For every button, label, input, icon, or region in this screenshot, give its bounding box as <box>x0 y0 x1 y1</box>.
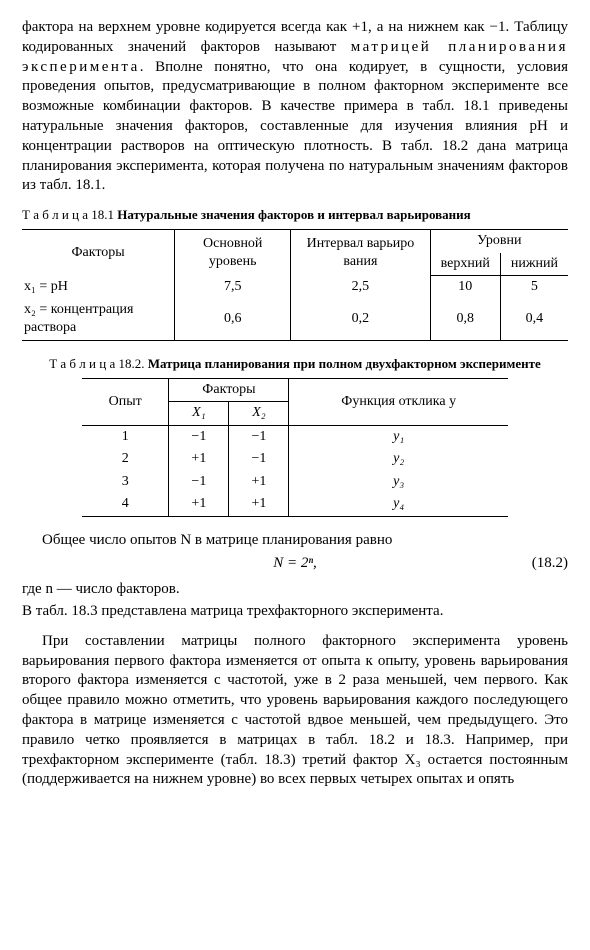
r1-x1: −1 <box>169 425 229 448</box>
r1-hi: 10 <box>430 276 500 299</box>
r4-n: 4 <box>82 493 169 516</box>
th-lower: нижний <box>500 253 568 276</box>
table-182-caption: Т а б л и ц а 18.2. Матрица планирования… <box>22 355 568 372</box>
r1-main: 7,5 <box>175 276 291 299</box>
r2-lo: 0,4 <box>500 299 568 340</box>
last-paragraph: При составлении матрицы полного факторно… <box>22 632 568 790</box>
caption-bold: Натуральные значения факторов и интервал… <box>117 207 470 222</box>
r2-main: 0,6 <box>175 299 291 340</box>
th-upper: верхний <box>430 253 500 276</box>
p-183: В табл. 18.3 представлена матрица трехфа… <box>22 602 568 622</box>
r4-y: y₄ <box>289 493 508 516</box>
th-opyt: Опыт <box>82 378 169 425</box>
th-main-level: Основной уровень <box>175 230 291 276</box>
caption-182-lead: Т а б л и ц а 18.2. <box>49 356 148 371</box>
r2-hi: 0,8 <box>430 299 500 340</box>
r2-y: y₂ <box>289 448 508 470</box>
r1-x2: −1 <box>229 425 289 448</box>
table-182: Опыт Факторы Функция отклика y X₁ X₂ 1 −… <box>82 378 508 517</box>
r2-label: x₂ = концентрация раствора <box>22 299 175 340</box>
r3-y: y₃ <box>289 471 508 493</box>
intro-paragraph: фактора на верхнем уровне кодируется все… <box>22 18 568 196</box>
table-181: Факторы Основной уровень Интервал варьир… <box>22 229 568 340</box>
r4-x1: +1 <box>169 493 229 516</box>
r1-n: 1 <box>82 425 169 448</box>
th-x1: X₁ <box>169 402 229 425</box>
th-y: Функция отклика y <box>289 378 508 425</box>
r1-y: y₁ <box>289 425 508 448</box>
r3-n: 3 <box>82 471 169 493</box>
equation-number: (18.2) <box>532 554 568 574</box>
where-line: где n — число факторов. <box>22 580 568 600</box>
r1-int: 2,5 <box>291 276 430 299</box>
r2-x1: +1 <box>169 448 229 470</box>
r3-x2: +1 <box>229 471 289 493</box>
r2-n: 2 <box>82 448 169 470</box>
intro-text-b: . Вполне понятно, что она кодирует, в су… <box>22 59 568 194</box>
r1-lo: 5 <box>500 276 568 299</box>
th-factors: Факторы <box>22 230 175 276</box>
equation-text: N = 2ⁿ, <box>273 555 317 571</box>
th-x2: X₂ <box>229 402 289 425</box>
r1-label: x₁ = pH <box>22 276 175 299</box>
th-levels: Уровни <box>430 230 568 253</box>
th-factors-182: Факторы <box>169 378 289 401</box>
equation-18-2: N = 2ⁿ, (18.2) <box>22 554 568 574</box>
caption-lead: Т а б л и ц а 18.1 <box>22 207 117 222</box>
general-count-line: Общее число опытов N в матрице планирова… <box>22 531 568 551</box>
r2-int: 0,2 <box>291 299 430 340</box>
r3-x1: −1 <box>169 471 229 493</box>
r4-x2: +1 <box>229 493 289 516</box>
table-181-caption: Т а б л и ц а 18.1 Натуральные значения … <box>22 206 568 223</box>
r2-x2: −1 <box>229 448 289 470</box>
th-interval: Интервал варьиро вания <box>291 230 430 276</box>
caption-182-bold: Матрица планирования при полном двухфакт… <box>148 356 541 371</box>
